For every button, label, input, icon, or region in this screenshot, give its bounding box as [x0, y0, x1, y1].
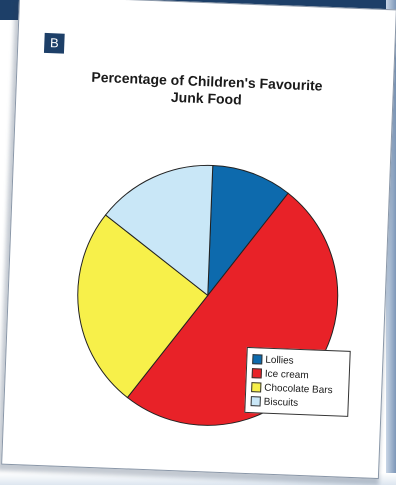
legend-label: Ice cream	[264, 368, 309, 381]
right-band	[386, 0, 396, 485]
bottom-band	[0, 473, 396, 485]
pie-slice-lollies	[207, 164, 289, 297]
legend-swatch	[250, 396, 261, 407]
legend-label: Biscuits	[263, 396, 299, 409]
legend-swatch	[251, 368, 262, 379]
pie-slice-biscuits	[104, 164, 214, 297]
legend-swatch	[251, 382, 262, 393]
chart-legend: Lollies Ice cream Chocolate Bars Biscuits	[244, 346, 351, 417]
pie-slice-chocolate-bars	[77, 214, 209, 399]
legend-swatch	[252, 354, 263, 365]
legend-item-biscuits: Biscuits	[250, 394, 342, 412]
legend-label: Chocolate Bars	[264, 382, 333, 396]
legend-label: Lollies	[265, 354, 294, 367]
